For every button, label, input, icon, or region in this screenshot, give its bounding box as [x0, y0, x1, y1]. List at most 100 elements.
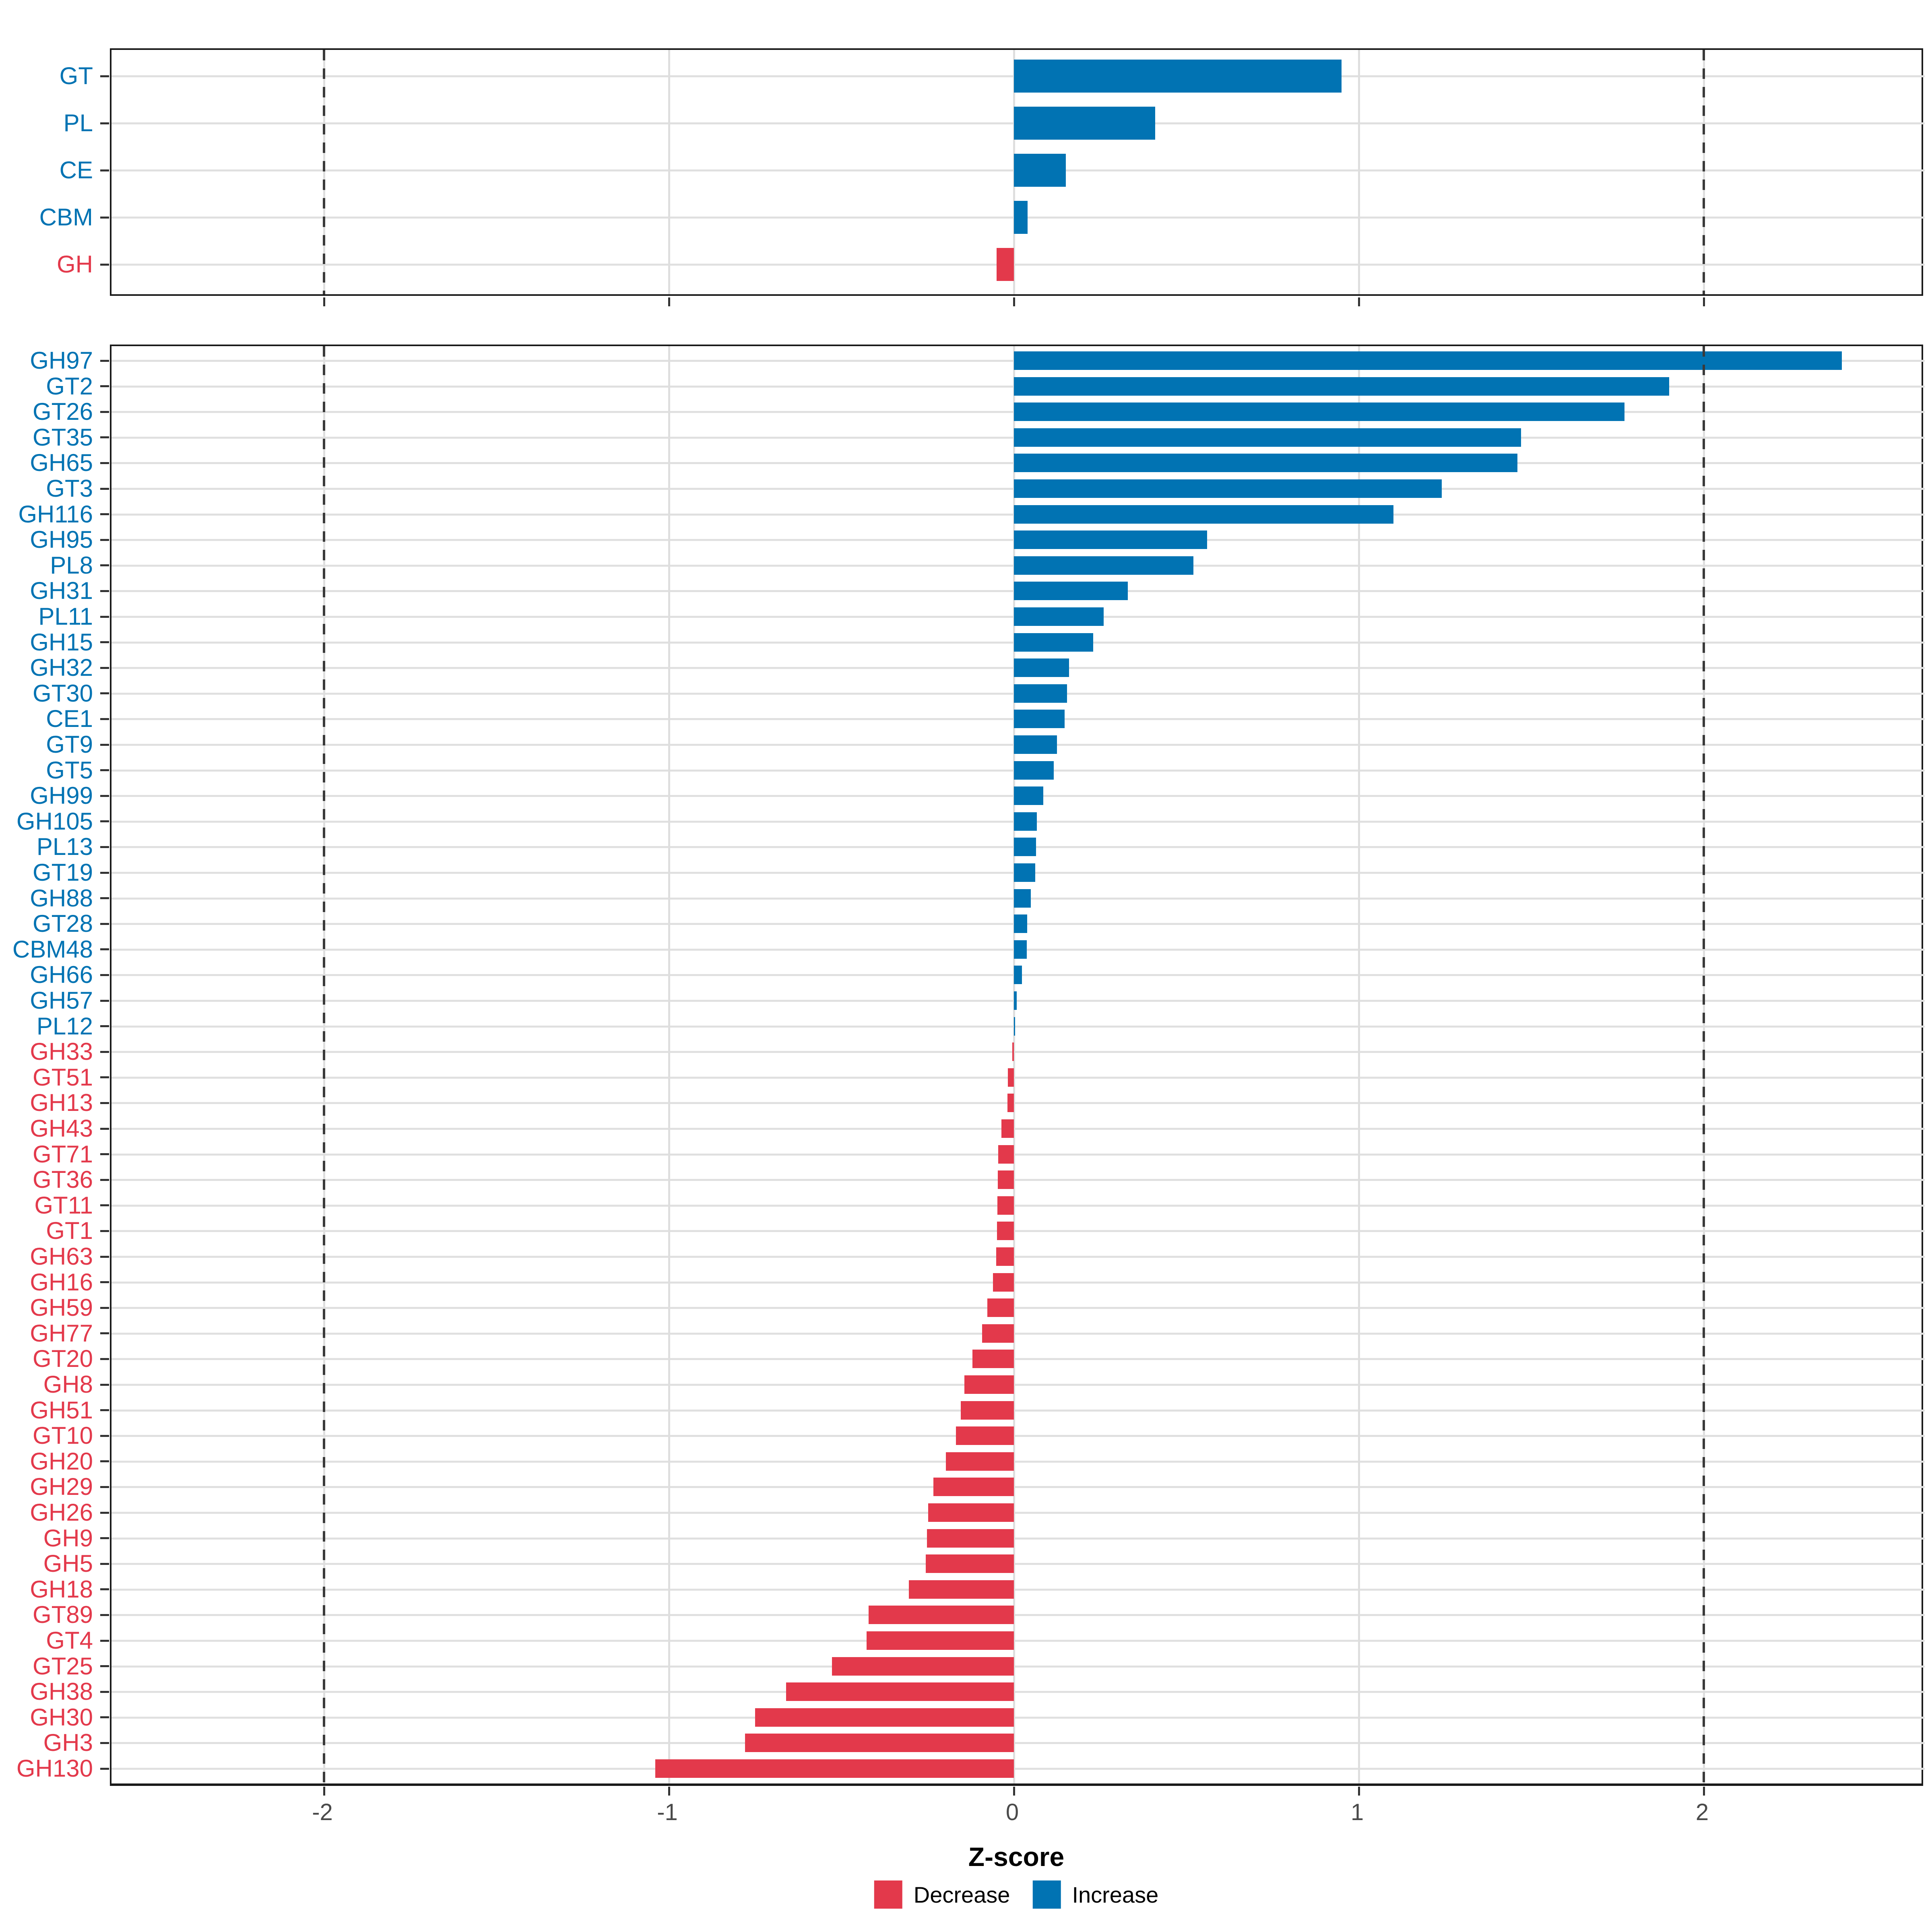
y-tick	[100, 1281, 109, 1284]
row-gridline	[111, 1051, 1925, 1053]
bar-GH99	[1014, 786, 1043, 805]
x-tick	[668, 1787, 670, 1796]
y-tick	[100, 641, 109, 644]
bar-CE1	[1014, 710, 1065, 729]
row-gridline	[111, 264, 1925, 266]
y-label-GH32: GH32	[30, 654, 93, 681]
y-label-GT26: GT26	[32, 398, 93, 425]
y-label-GH97: GH97	[30, 347, 93, 374]
bar-GT5	[1014, 761, 1054, 780]
bar-CBM48	[1014, 940, 1027, 959]
bar-GH13	[1007, 1094, 1014, 1113]
y-label-GH30: GH30	[30, 1703, 93, 1731]
y-label-GT19: GT19	[32, 859, 93, 886]
y-tick	[100, 385, 109, 388]
bar-GT20	[972, 1350, 1014, 1368]
row-gridline	[111, 1281, 1925, 1284]
y-label-GT30: GT30	[32, 679, 93, 707]
x-tick	[1358, 297, 1360, 306]
y-label-GH66: GH66	[30, 961, 93, 989]
y-tick	[100, 513, 109, 516]
x-axis-title: Z-score	[968, 1842, 1065, 1872]
bar-GH16	[993, 1273, 1014, 1292]
y-label-GH59: GH59	[30, 1294, 93, 1321]
y-tick	[100, 1486, 109, 1488]
bar-PL	[1014, 107, 1156, 140]
bar-GT19	[1014, 863, 1036, 882]
x-tick-label--1: -1	[657, 1799, 678, 1825]
y-label-GT1: GT1	[46, 1217, 93, 1245]
dashed-reference-line	[1703, 346, 1705, 1783]
dashed-reference-line	[323, 50, 325, 294]
y-tick	[100, 923, 109, 925]
x-tick	[668, 297, 670, 306]
x-tick	[1358, 1787, 1360, 1796]
row-gridline	[111, 1358, 1925, 1360]
y-tick	[100, 1690, 109, 1693]
row-gridline	[111, 1512, 1925, 1514]
y-label-GH: GH	[57, 251, 93, 278]
y-label-GH43: GH43	[30, 1115, 93, 1142]
row-gridline	[111, 1384, 1925, 1386]
y-tick	[100, 846, 109, 848]
row-gridline	[111, 1256, 1925, 1258]
y-tick	[100, 564, 109, 567]
x-tick-label-0: 0	[1005, 1799, 1019, 1825]
bar-GH33	[1012, 1042, 1014, 1061]
y-tick	[100, 1307, 109, 1309]
y-label-PL: PL	[63, 109, 93, 136]
x-tick	[323, 1787, 325, 1796]
y-tick	[100, 1102, 109, 1104]
bar-GH	[997, 248, 1014, 281]
y-label-GH3: GH3	[43, 1729, 93, 1757]
bar-PL12	[1014, 1017, 1016, 1036]
y-label-GT51: GT51	[32, 1063, 93, 1091]
x-tick-label--2: -2	[312, 1799, 333, 1825]
family-detail-panel: GH97 GT2 GT26 GT35 GH65 GT3 GH116 GH95 PL8 GH31 PL…	[12, 345, 1925, 1796]
bar-GH31	[1014, 582, 1128, 601]
y-tick	[100, 1051, 109, 1053]
bar-PL13	[1014, 838, 1036, 857]
row-gridline	[111, 1588, 1925, 1591]
bar-GH9	[927, 1529, 1014, 1548]
y-label-GH16: GH16	[30, 1268, 93, 1296]
row-gridline	[111, 1563, 1925, 1565]
bar-GT36	[997, 1170, 1014, 1189]
x-tick	[1013, 297, 1015, 306]
y-tick	[100, 718, 109, 720]
y-label-PL13: PL13	[36, 833, 93, 861]
y-tick	[100, 359, 109, 362]
row-gridline	[111, 1665, 1925, 1668]
y-label-PL8: PL8	[50, 551, 93, 579]
y-label-GH57: GH57	[30, 987, 93, 1014]
y-tick	[100, 1230, 109, 1232]
legend: Decrease Increase	[874, 1880, 1158, 1909]
y-tick	[100, 692, 109, 695]
y-label-GT89: GT89	[32, 1601, 93, 1629]
dashed-reference-line	[323, 346, 325, 1783]
row-gridline	[111, 1537, 1925, 1540]
y-label-CBM48: CBM48	[12, 935, 93, 963]
bar-GH18	[908, 1580, 1014, 1599]
y-label-GT3: GT3	[46, 475, 93, 502]
x-tick	[1013, 1787, 1015, 1796]
row-gridline	[111, 1204, 1925, 1207]
y-label-GT10: GT10	[32, 1422, 93, 1449]
dashed-reference-line	[1703, 50, 1705, 294]
y-tick	[100, 263, 109, 266]
bar-GH95	[1014, 530, 1207, 549]
bar-GH105	[1014, 812, 1037, 831]
bar-GT2	[1014, 377, 1670, 396]
bar-GT89	[869, 1606, 1014, 1624]
bar-GH116	[1014, 505, 1393, 524]
y-label-GH116: GH116	[18, 500, 93, 528]
y-label-GT2: GT2	[46, 372, 93, 400]
row-gridline	[111, 1435, 1925, 1437]
x-tick-label-2: 2	[1695, 1799, 1709, 1825]
y-label-GH31: GH31	[30, 577, 93, 605]
y-tick	[100, 1153, 109, 1156]
y-label-GT35: GT35	[32, 423, 93, 451]
row-gridline	[111, 1691, 1925, 1693]
y-tick	[100, 169, 109, 171]
